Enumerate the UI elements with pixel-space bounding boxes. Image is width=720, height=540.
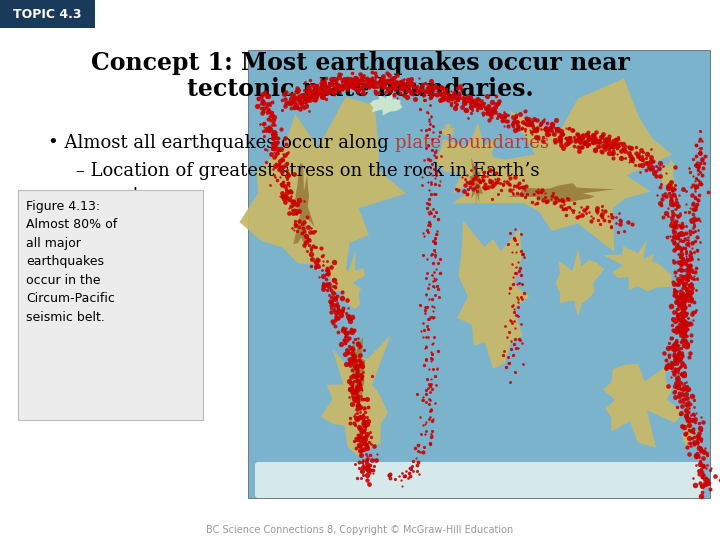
Text: How does the theory of plate tectonics explain Earth's geological processes?: How does the theory of plate tectonics e…: [105, 8, 559, 21]
Text: BC Science Connections 8, Copyright © McGraw-Hill Education: BC Science Connections 8, Copyright © Mc…: [207, 525, 513, 535]
Polygon shape: [350, 337, 366, 413]
Text: crust: crust: [93, 186, 140, 204]
Polygon shape: [681, 422, 695, 447]
Text: – Location of greatest stress on the rock in Earth’s: – Location of greatest stress on the roc…: [76, 162, 539, 180]
FancyBboxPatch shape: [18, 190, 203, 420]
Polygon shape: [470, 157, 483, 208]
Text: TOPIC 4.3: TOPIC 4.3: [13, 8, 82, 21]
Polygon shape: [603, 364, 684, 448]
Polygon shape: [321, 335, 391, 456]
Polygon shape: [452, 78, 672, 252]
Polygon shape: [660, 159, 676, 189]
Text: Concept 1: Most earthquakes occur near: Concept 1: Most earthquakes occur near: [91, 51, 629, 75]
FancyBboxPatch shape: [248, 50, 710, 498]
FancyBboxPatch shape: [0, 0, 95, 28]
Polygon shape: [508, 183, 615, 202]
Polygon shape: [603, 240, 671, 292]
Text: tectonic plate boundaries.: tectonic plate boundaries.: [186, 77, 534, 101]
Polygon shape: [240, 97, 406, 283]
Text: plate boundaries: plate boundaries: [395, 134, 549, 152]
Polygon shape: [457, 221, 529, 369]
Text: Figure 4.13:
Almost 80% of
all major
earthquakes
occur in the
Circum-Pacific
sei: Figure 4.13: Almost 80% of all major ear…: [26, 200, 117, 324]
FancyBboxPatch shape: [255, 462, 703, 498]
Polygon shape: [293, 163, 315, 251]
Polygon shape: [556, 248, 604, 316]
Polygon shape: [435, 123, 521, 194]
Polygon shape: [328, 251, 365, 309]
Polygon shape: [440, 124, 455, 136]
Text: • Almost all earthquakes occur along: • Almost all earthquakes occur along: [48, 134, 395, 152]
Polygon shape: [369, 93, 402, 116]
